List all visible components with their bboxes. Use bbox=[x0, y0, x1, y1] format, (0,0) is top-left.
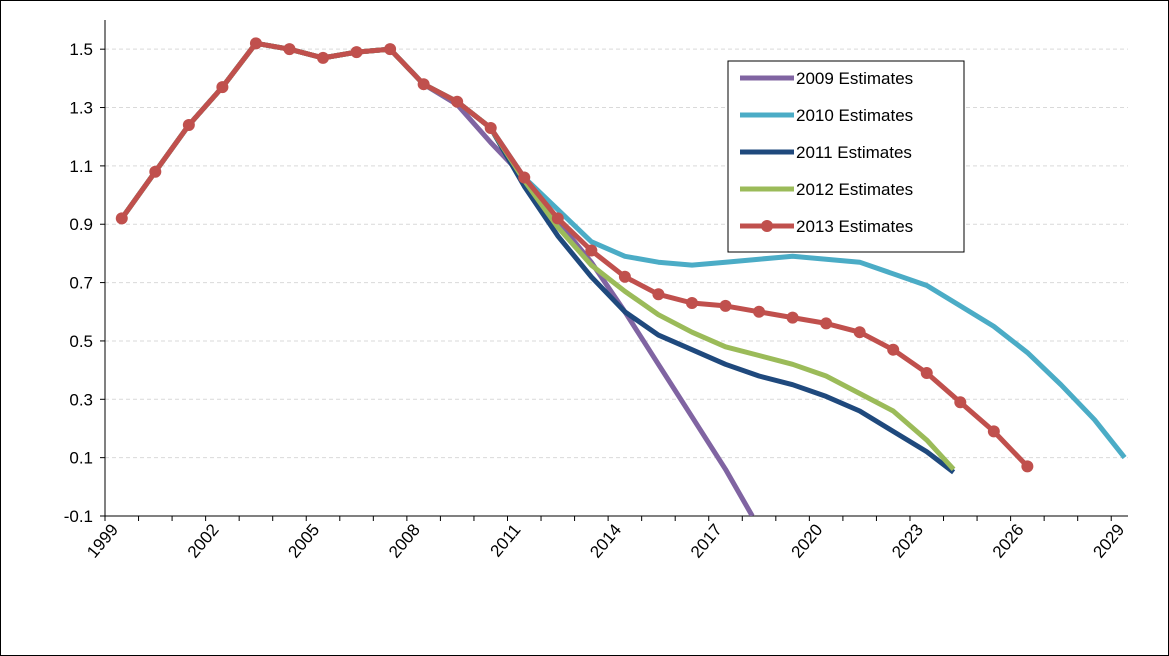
data-point bbox=[652, 288, 665, 301]
axes bbox=[104, 20, 1128, 517]
data-point bbox=[216, 81, 229, 94]
y-axis-ticks: 1.5 1.3 1.1 0.9 0.7 0.5 0.3 0.1 -0.1 bbox=[64, 40, 105, 526]
data-point bbox=[853, 326, 866, 339]
legend-label: 2011 Estimates bbox=[796, 143, 912, 162]
x-tick-label: 2023 bbox=[888, 520, 927, 561]
y-tick-label: 1.1 bbox=[69, 157, 93, 176]
x-tick-label: 2002 bbox=[184, 520, 223, 561]
x-axis-ticks: 1999 2002 2005 2008 2011 2014 2017 2020 2023 2026… bbox=[83, 516, 1128, 562]
series-lines bbox=[115, 37, 1127, 516]
data-point bbox=[317, 51, 330, 64]
data-point bbox=[618, 270, 631, 283]
legend-label: 2009 Estimates bbox=[796, 69, 913, 88]
data-point bbox=[417, 78, 430, 91]
y-tick-label: -0.1 bbox=[64, 507, 93, 526]
legend-label: 2013 Estimates bbox=[796, 217, 913, 236]
legend: 2009 Estimates 2010 Estimates 2011 Estimat… bbox=[727, 60, 965, 253]
data-point bbox=[753, 305, 766, 318]
x-tick-label: 2014 bbox=[586, 520, 625, 561]
legend-label: 2010 Estimates bbox=[796, 106, 913, 125]
y-tick-label: 1.5 bbox=[69, 40, 93, 59]
legend-label: 2012 Estimates bbox=[796, 180, 913, 199]
x-tick-label: 2020 bbox=[788, 520, 827, 561]
data-point bbox=[1021, 460, 1034, 473]
x-tick-label: 2017 bbox=[687, 520, 726, 561]
data-point bbox=[887, 343, 900, 356]
y-tick-label: 0.5 bbox=[69, 332, 93, 351]
series-line-5 bbox=[119, 40, 1030, 469]
data-point bbox=[182, 119, 195, 132]
data-point bbox=[451, 95, 464, 108]
x-tick-label: 2026 bbox=[989, 520, 1028, 561]
y-tick-label: 0.7 bbox=[69, 274, 93, 293]
data-point bbox=[719, 299, 732, 312]
data-point bbox=[249, 37, 262, 50]
data-point bbox=[685, 297, 698, 310]
x-tick-label: 2005 bbox=[284, 520, 323, 561]
x-tick-label: 1999 bbox=[83, 520, 122, 561]
data-point bbox=[786, 311, 799, 324]
y-tick-label: 1.3 bbox=[69, 99, 93, 118]
x-tick-label: 2008 bbox=[385, 520, 424, 561]
data-point bbox=[518, 171, 531, 184]
data-point bbox=[149, 165, 162, 178]
data-point bbox=[484, 121, 497, 134]
y-tick-label: 0.3 bbox=[69, 390, 93, 409]
data-point bbox=[954, 396, 967, 409]
data-point bbox=[283, 43, 296, 56]
y-tick-label: 0.9 bbox=[69, 215, 93, 234]
legend-marker bbox=[761, 220, 773, 232]
data-point bbox=[585, 244, 598, 257]
x-tick-label: 2011 bbox=[486, 520, 524, 560]
data-point bbox=[384, 43, 397, 56]
x-tick-label: 2029 bbox=[1089, 520, 1128, 561]
data-point bbox=[920, 367, 933, 380]
data-point bbox=[115, 212, 128, 225]
y-tick-label: 0.1 bbox=[69, 449, 93, 468]
data-point bbox=[820, 317, 833, 330]
series-line-1 bbox=[119, 40, 755, 516]
data-point bbox=[350, 46, 363, 59]
data-point bbox=[551, 212, 564, 225]
series-line-2 bbox=[119, 40, 1127, 460]
data-point bbox=[987, 425, 1000, 438]
